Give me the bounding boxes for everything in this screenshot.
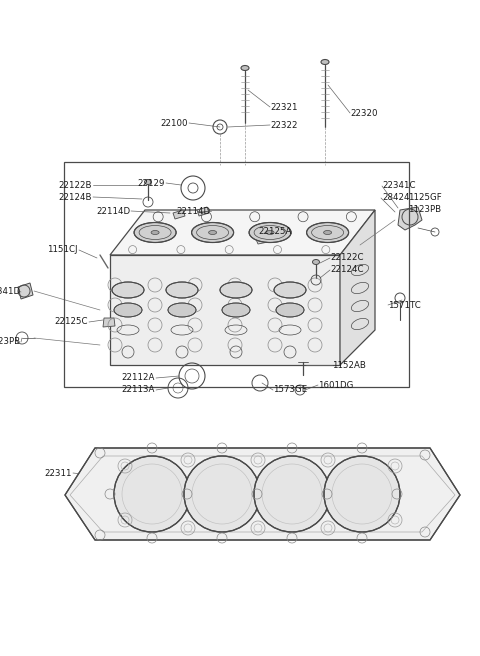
Polygon shape — [110, 255, 340, 365]
Ellipse shape — [220, 282, 252, 298]
Ellipse shape — [222, 303, 250, 317]
Text: 22113A: 22113A — [121, 386, 155, 394]
Text: 1123PB: 1123PB — [408, 205, 441, 215]
Ellipse shape — [249, 222, 291, 243]
Text: 1123PB: 1123PB — [0, 337, 20, 346]
Ellipse shape — [312, 260, 320, 264]
Text: 22320: 22320 — [350, 108, 377, 117]
Circle shape — [114, 456, 190, 532]
Text: 1125GF: 1125GF — [408, 194, 442, 203]
Circle shape — [324, 456, 400, 532]
Ellipse shape — [192, 222, 234, 243]
Text: 28424: 28424 — [382, 194, 409, 203]
Ellipse shape — [307, 222, 348, 243]
Ellipse shape — [276, 303, 304, 317]
Polygon shape — [103, 318, 115, 327]
Text: 22311: 22311 — [45, 468, 72, 478]
Polygon shape — [173, 210, 185, 219]
Ellipse shape — [324, 230, 332, 234]
Ellipse shape — [134, 222, 176, 243]
Text: 1152AB: 1152AB — [332, 361, 366, 369]
Ellipse shape — [112, 282, 144, 298]
Ellipse shape — [144, 180, 152, 184]
Ellipse shape — [168, 303, 196, 317]
Text: 1151CJ: 1151CJ — [48, 245, 78, 255]
Text: 22322: 22322 — [270, 121, 298, 129]
Text: 22112A: 22112A — [121, 373, 155, 382]
Text: 22124C: 22124C — [330, 266, 363, 274]
Polygon shape — [340, 210, 375, 365]
Text: 22100: 22100 — [160, 119, 188, 127]
Ellipse shape — [274, 282, 306, 298]
Text: 1601DG: 1601DG — [318, 380, 353, 390]
Polygon shape — [197, 207, 209, 216]
Polygon shape — [18, 283, 33, 299]
Text: 22125C: 22125C — [55, 318, 88, 327]
Ellipse shape — [166, 282, 198, 298]
Text: 1573GE: 1573GE — [273, 386, 307, 394]
Text: 22124B: 22124B — [59, 192, 92, 201]
Ellipse shape — [114, 303, 142, 317]
Bar — [64, 162, 409, 387]
Text: 22321: 22321 — [270, 102, 298, 112]
Text: 22114D: 22114D — [96, 207, 130, 216]
Polygon shape — [398, 207, 422, 230]
Text: 1571TC: 1571TC — [388, 300, 421, 310]
Ellipse shape — [241, 66, 249, 70]
Text: 22122C: 22122C — [330, 253, 363, 262]
Text: 22341C: 22341C — [382, 182, 416, 190]
Ellipse shape — [266, 230, 274, 234]
Text: 22114D: 22114D — [176, 207, 210, 216]
Circle shape — [184, 456, 260, 532]
Ellipse shape — [321, 60, 329, 64]
Ellipse shape — [209, 230, 216, 234]
Polygon shape — [65, 448, 460, 540]
Text: 22129: 22129 — [138, 178, 165, 188]
Ellipse shape — [151, 230, 159, 234]
Text: 22125A: 22125A — [258, 228, 291, 237]
Text: 22122B: 22122B — [59, 180, 92, 190]
Text: 22341D: 22341D — [0, 287, 20, 297]
Polygon shape — [255, 234, 273, 244]
Polygon shape — [110, 210, 375, 255]
Circle shape — [254, 456, 330, 532]
